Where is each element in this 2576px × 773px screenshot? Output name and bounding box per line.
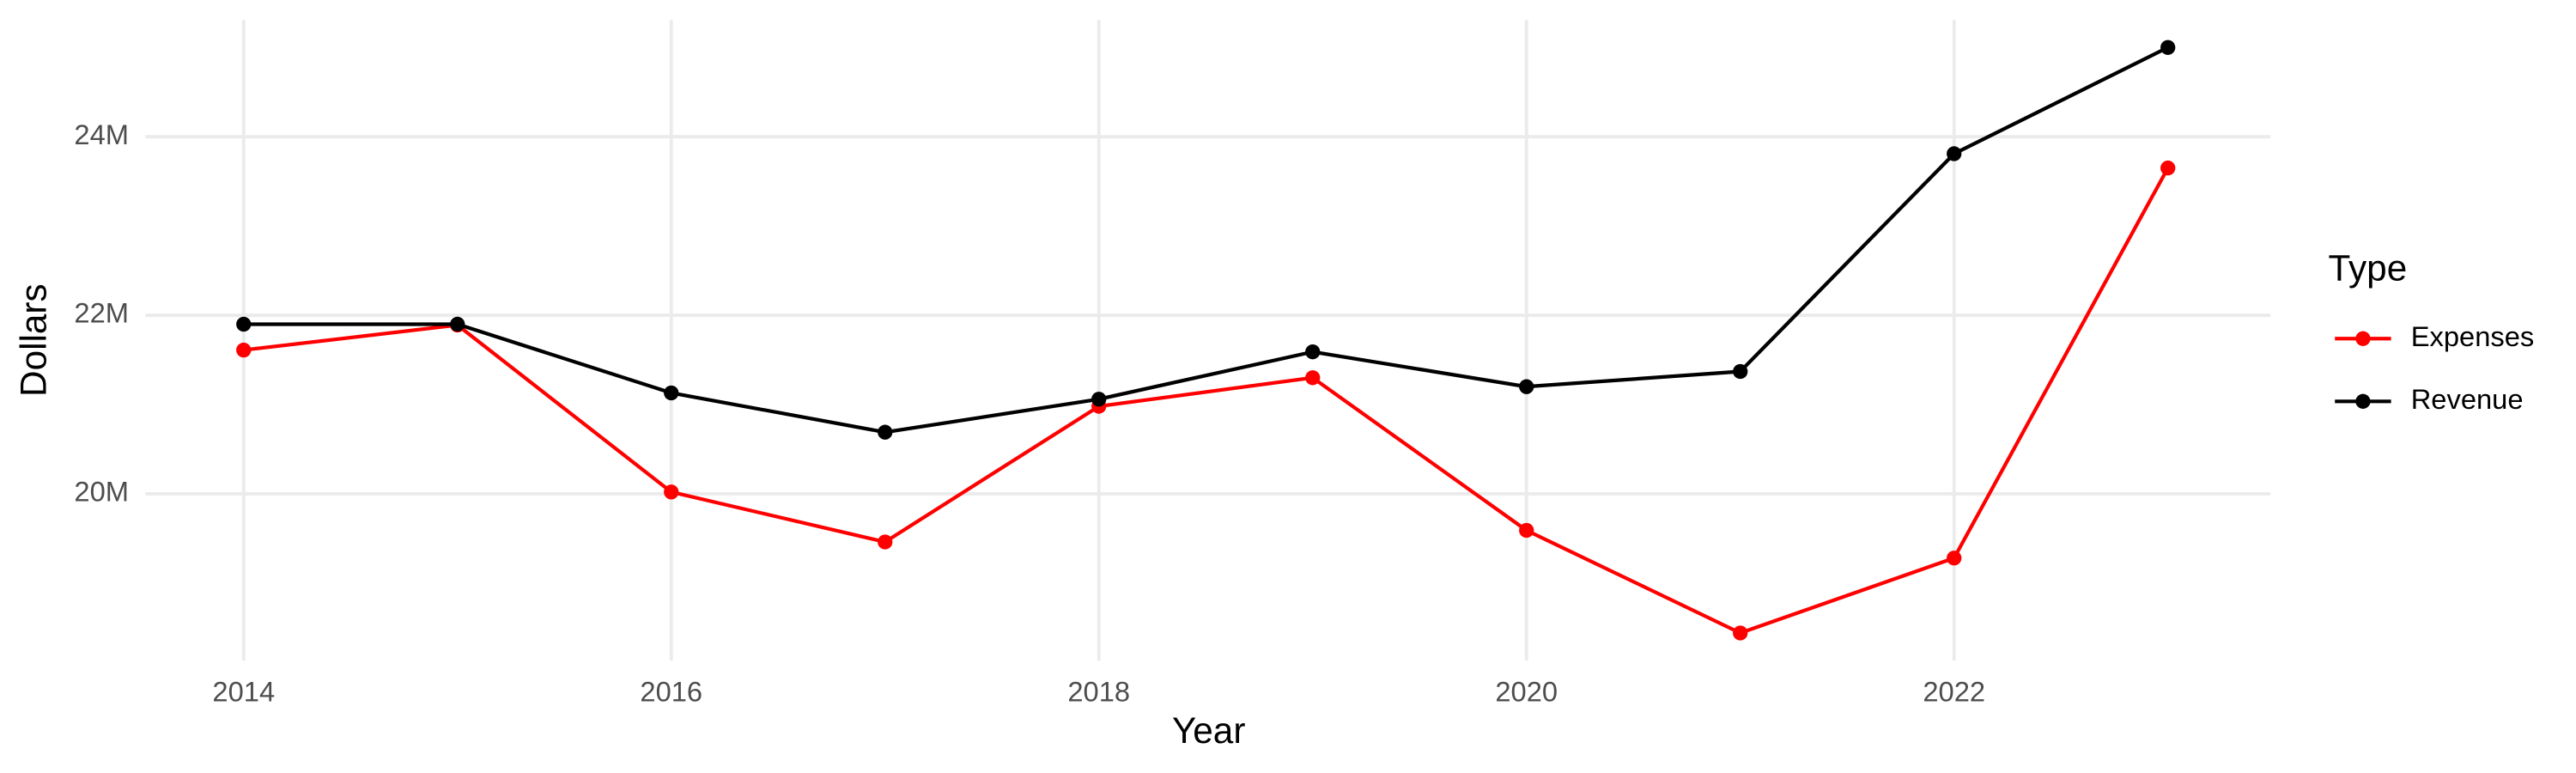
point xyxy=(1519,379,1534,394)
point xyxy=(878,534,893,550)
point xyxy=(1733,625,1748,641)
point xyxy=(1733,363,1748,380)
x-tick-label: 2020 xyxy=(1495,675,1558,707)
point xyxy=(236,316,252,332)
legend-point xyxy=(2355,331,2371,346)
point xyxy=(236,342,252,358)
point xyxy=(2160,40,2176,55)
y-tick-label: 24M xyxy=(74,119,129,150)
point xyxy=(664,484,679,500)
point xyxy=(2160,160,2176,176)
y-tick-label: 20M xyxy=(74,476,129,508)
x-tick-label: 2018 xyxy=(1067,675,1130,707)
point xyxy=(1947,551,1962,566)
point xyxy=(1091,392,1107,407)
series-line xyxy=(243,167,2170,636)
point xyxy=(1947,146,1962,161)
point xyxy=(878,424,893,440)
y-axis-label: Dollars xyxy=(13,283,53,397)
x-axis-label: Year xyxy=(1172,710,1245,751)
legend-title: Type xyxy=(2329,248,2408,289)
legend-label: Expenses xyxy=(2411,320,2535,352)
point xyxy=(1305,370,1321,386)
legend-label: Revenue xyxy=(2411,383,2524,415)
y-tick-label: 22M xyxy=(74,297,129,329)
x-tick-label: 2016 xyxy=(640,675,702,707)
x-tick-label: 2022 xyxy=(1923,675,1985,707)
series-line xyxy=(243,46,2169,435)
point xyxy=(450,316,465,332)
point xyxy=(1305,344,1321,360)
legend-point xyxy=(2355,393,2371,409)
x-tick-label: 2014 xyxy=(212,675,275,707)
point xyxy=(664,385,679,401)
point xyxy=(1519,522,1534,539)
